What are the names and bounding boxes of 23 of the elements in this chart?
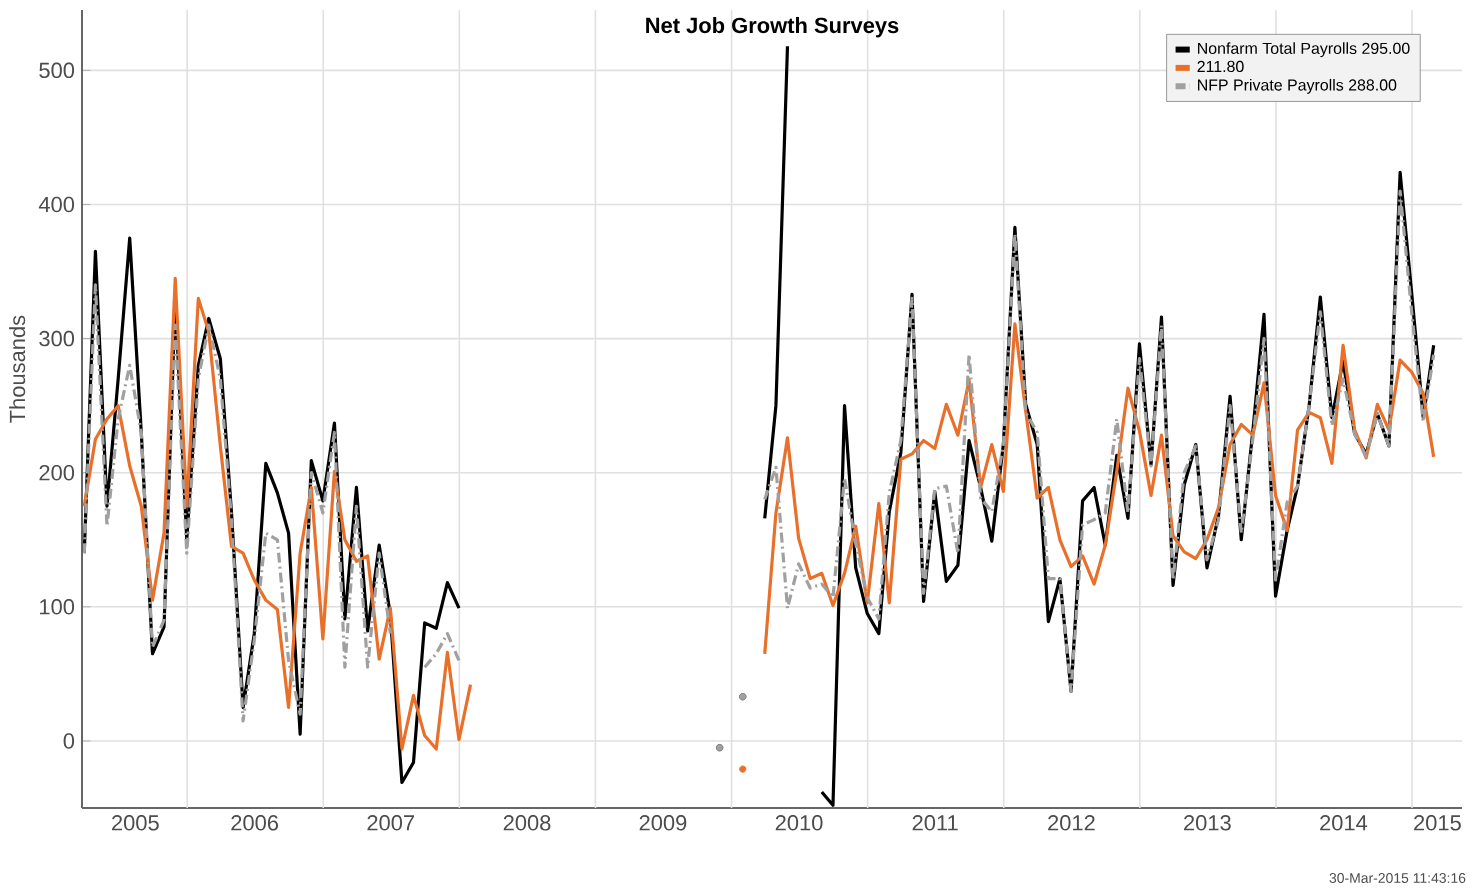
y-axis-title: Thousands [9,315,26,423]
y-tick-label: 200 [39,464,75,481]
chart-title: Net Job Growth Surveys [646,17,899,38]
x-tick-label: 2006 [231,815,279,831]
y-tick-label: 400 [38,196,75,213]
y-tick-label: 100 [40,599,75,615]
y-tick-label: 300 [39,330,75,347]
x-tick-label: 2012 [1048,815,1095,831]
x-tick-label: 2011 [912,815,958,831]
x-tick-label: 2005 [112,815,159,831]
y-tick-label: 500 [39,62,75,79]
legend-label: NFP Private Payrolls 288.00 [1198,78,1397,94]
x-tick-label: 2013 [1184,815,1231,831]
x-tick-label: 2008 [503,815,551,831]
legend-label: 211.80 [1197,60,1244,73]
x-tick-label: 2015 [1414,815,1461,831]
x-tick-label: 2014 [1320,815,1368,831]
text: 30-Mar-2015 11:43:16 [1329,873,1466,883]
x-tick-label: 2007 [367,815,415,831]
legend-label: Nonfarm Total Payrolls 295.00 [1198,42,1410,58]
y-tick-label: 0 [63,733,75,749]
x-tick-label: 2010 [775,815,823,831]
x-tick-label: 2009 [639,815,687,831]
